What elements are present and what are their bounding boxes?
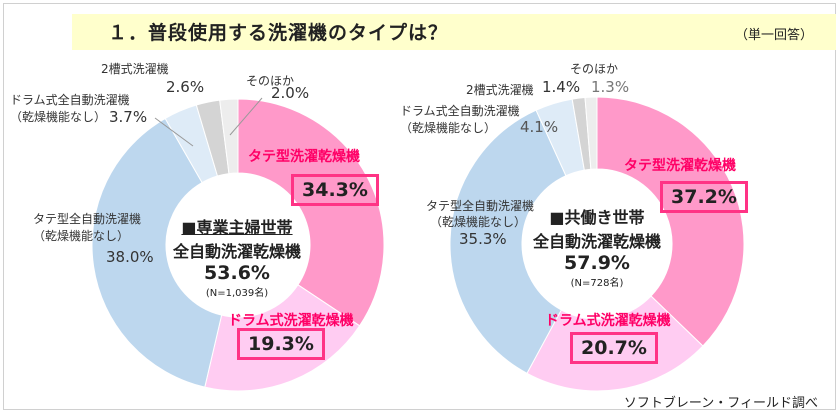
value-drum-dryer: 19.3% xyxy=(237,328,325,360)
value-tate-nondry: 35.3% xyxy=(459,230,507,248)
label-drum-nondry-2: （乾燥機能なし） xyxy=(10,110,107,124)
question-type: （単一回答） xyxy=(735,28,814,43)
label-two-tub: 2槽式洗濯機 xyxy=(466,83,534,97)
value-other: 2.0% xyxy=(271,84,310,102)
slice-other xyxy=(219,98,239,175)
center-left: ■専業主婦世帯 全自動洗濯乾燥機 53.6% (N=1,039名) xyxy=(173,214,301,299)
label-tate-nondry-2: （乾燥機能なし） xyxy=(33,229,130,243)
value-tate-dryer: 37.2% xyxy=(660,181,748,213)
chart-frame xyxy=(3,3,836,410)
center-sample: (N=728名) xyxy=(570,278,624,289)
label-tate-dryer: タテ型洗濯乾燥機 xyxy=(248,149,360,165)
value-tate-dryer: 34.3% xyxy=(291,174,379,206)
value-other: 1.3% xyxy=(591,78,630,96)
label-tate-nondry-2: （乾燥機能なし） xyxy=(430,215,527,229)
slice-other xyxy=(584,96,598,170)
leader-line xyxy=(229,97,263,136)
value-drum-nondry: 3.7% xyxy=(109,108,148,126)
value-tate-nondry: 38.0% xyxy=(106,248,154,266)
center-sample: (N=1,039名) xyxy=(205,288,269,299)
label-tate-dryer: タテ型洗濯乾燥機 xyxy=(624,158,736,174)
slice-tate-dryer xyxy=(237,98,385,327)
value-two-tub: 2.6% xyxy=(166,78,205,96)
center-label: 全自動洗濯乾燥機 xyxy=(532,232,662,251)
center-value: 57.9% xyxy=(564,252,630,274)
center-title: ■専業主婦世帯 xyxy=(181,218,293,237)
label-other: そのほか xyxy=(246,74,295,88)
label-drum-nondry: ドラム式全自動洗濯機 xyxy=(400,104,520,118)
center-value: 53.6% xyxy=(204,262,270,284)
center-label: 全自動洗濯乾燥機 xyxy=(172,242,302,261)
slice-tate-dryer xyxy=(596,96,745,347)
label-drum-dryer: ドラム式洗濯乾燥機 xyxy=(228,313,354,329)
source-note: ソフトブレーン・フィールド調べ xyxy=(623,396,818,411)
label-drum-nondry-2: （乾燥機能なし） xyxy=(400,121,497,135)
value-drum-dryer: 20.7% xyxy=(570,332,658,364)
chart-title: １．普段使用する洗濯機のタイプは？ xyxy=(108,22,449,44)
label-drum-nondry: ドラム式全自動洗濯機 xyxy=(10,93,130,107)
label-other: そのほか xyxy=(570,62,619,76)
slice-drum-dryer xyxy=(204,284,361,392)
center-right: ■共働き世帯 全自動洗濯乾燥機 57.9% (N=728名) xyxy=(533,204,661,289)
title-band xyxy=(72,14,836,50)
label-drum-dryer: ドラム式洗濯乾燥機 xyxy=(545,313,671,329)
value-drum-nondry: 4.1% xyxy=(520,118,559,136)
value-two-tub: 1.4% xyxy=(542,78,581,96)
slice-drum-dryer xyxy=(526,295,704,392)
leader-line xyxy=(154,117,194,147)
center-title: ■共働き世帯 xyxy=(549,208,645,227)
label-tate-nondry: タテ型全自動洗濯機 xyxy=(426,199,535,213)
slice-tate-nondry xyxy=(91,117,223,388)
label-two-tub: 2槽式洗濯機 xyxy=(101,62,169,76)
label-tate-nondry: タテ型全自動洗濯機 xyxy=(33,212,142,226)
slice-tate-nondry xyxy=(449,109,567,374)
